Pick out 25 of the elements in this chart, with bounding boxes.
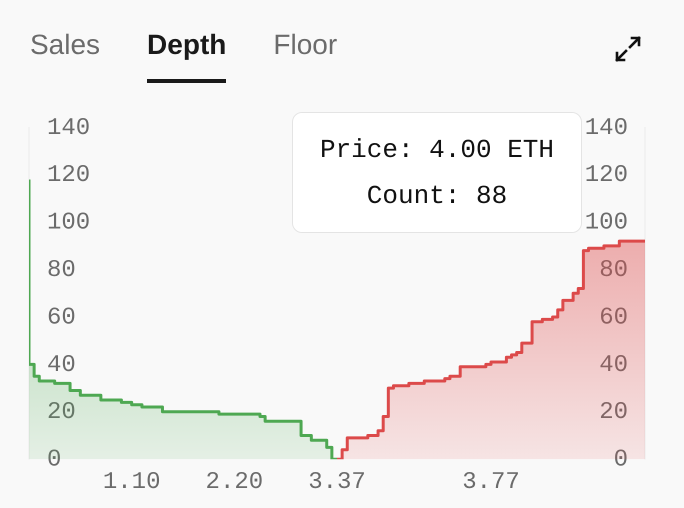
y2-tick-label: 80 <box>599 256 628 284</box>
y2-tick-label: 120 <box>584 162 628 190</box>
y-tick-label: 80 <box>47 256 76 284</box>
y-tick-label: 0 <box>47 446 62 474</box>
text: Floor <box>273 29 338 60</box>
y2-tick-label: 100 <box>584 210 628 237</box>
y-tick-label: 40 <box>47 352 76 379</box>
y2-tick-label: 60 <box>599 304 628 332</box>
y-tick-label: 100 <box>47 210 90 237</box>
y-tick-label: 140 <box>47 114 90 142</box>
tooltip-box: Price: 4.00 ETH Count: 88 <box>292 112 582 233</box>
x-tick-label: 2.20 <box>206 468 264 496</box>
x-tick-label: 3.77 <box>462 468 520 496</box>
y-tick-label: 20 <box>47 399 76 426</box>
y-tick-label: 60 <box>47 304 76 332</box>
chart-title: Depth <box>147 29 226 60</box>
y2-tick-label: 40 <box>599 352 628 379</box>
annotation: Price: 4.00 ETH Count: 88 <box>320 134 554 212</box>
x-tick-label: 1.10 <box>102 468 160 496</box>
y2-tick-label: 0 <box>614 446 628 474</box>
y2-tick-label: 140 <box>584 114 628 142</box>
y2-tick-label: 20 <box>599 399 628 426</box>
y-tick-label: 120 <box>47 162 90 190</box>
text: Sales <box>30 29 100 60</box>
x-tick-label: 3.37 <box>308 468 366 496</box>
